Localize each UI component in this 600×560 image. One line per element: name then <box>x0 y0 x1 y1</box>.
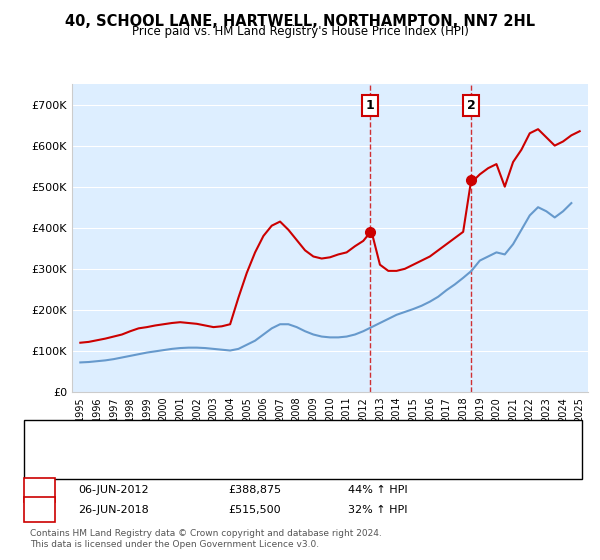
Text: 2: 2 <box>36 505 43 515</box>
Text: 44% ↑ HPI: 44% ↑ HPI <box>348 485 407 495</box>
Text: 1: 1 <box>36 485 43 495</box>
Text: 32% ↑ HPI: 32% ↑ HPI <box>348 505 407 515</box>
Text: £515,500: £515,500 <box>228 505 281 515</box>
Text: Price paid vs. HM Land Registry's House Price Index (HPI): Price paid vs. HM Land Registry's House … <box>131 25 469 38</box>
Text: £388,875: £388,875 <box>228 485 281 495</box>
Text: —: — <box>42 454 59 472</box>
Text: 26-JUN-2018: 26-JUN-2018 <box>78 505 149 515</box>
Text: Contains HM Land Registry data © Crown copyright and database right 2024.
This d: Contains HM Land Registry data © Crown c… <box>30 529 382 549</box>
Text: 2: 2 <box>467 99 476 112</box>
Text: 40, SCHOOL LANE, HARTWELL, NORTHAMPTON, NN7 2HL: 40, SCHOOL LANE, HARTWELL, NORTHAMPTON, … <box>65 14 535 29</box>
Text: —: — <box>42 427 59 445</box>
Text: 40, SCHOOL LANE, HARTWELL, NORTHAMPTON, NN7 2HL (detached house): 40, SCHOOL LANE, HARTWELL, NORTHAMPTON, … <box>69 431 460 441</box>
Text: 1: 1 <box>366 99 374 112</box>
Text: 06-JUN-2012: 06-JUN-2012 <box>78 485 149 495</box>
Text: HPI: Average price, detached house, West Northamptonshire: HPI: Average price, detached house, West… <box>69 458 386 468</box>
